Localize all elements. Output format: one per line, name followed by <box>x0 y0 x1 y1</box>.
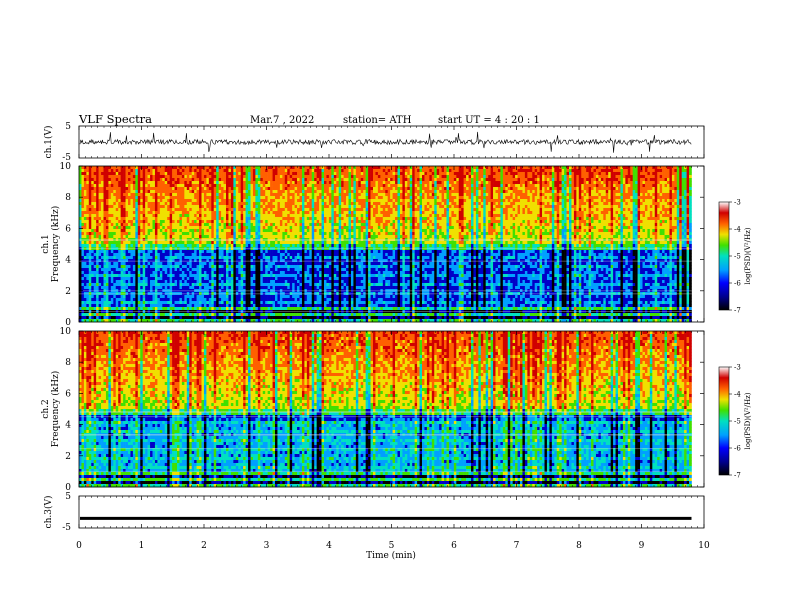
ch1-spec-ytick: 6 <box>65 224 71 234</box>
time-axis-tick-label: 2 <box>201 541 207 551</box>
ch1-colorbar-tick: -6 <box>734 280 741 288</box>
ch1-colorbar <box>718 201 730 311</box>
ch3-wave-ytick-bottom: -5 <box>62 523 71 533</box>
ch2-spec-ytick: 0 <box>65 483 71 493</box>
time-axis-tick-label: 7 <box>514 541 520 551</box>
time-axis-tick-label: 5 <box>389 541 395 551</box>
time-axis-labels: 0 1 2 3 4 5 6 7 8 9 10 <box>76 541 710 551</box>
ch1-spec-ytick: 10 <box>60 162 72 172</box>
ch2-spec-ytick: 6 <box>65 389 71 399</box>
ch3-wave-ylabel: ch.3(V) <box>43 496 54 529</box>
ch2-colorbar <box>718 366 730 476</box>
ch2-spec-ylabel-channel: ch.2 <box>41 399 51 418</box>
ch2-colorbar-tick: -7 <box>734 472 741 480</box>
ch1-wave-ytick-bottom: -5 <box>62 153 71 163</box>
date-label: Mar.7 , 2022 <box>250 115 314 126</box>
ch2-colorbar-tick: -5 <box>734 418 741 426</box>
ch1-colorbar-tick: -3 <box>734 199 741 207</box>
ch1-spec-ylabel-channel: ch.1 <box>41 234 51 253</box>
ch2-colorbar-tick: -3 <box>734 364 741 372</box>
station-label: station= ATH <box>343 115 412 126</box>
ch1-spectrogram-image <box>79 166 692 323</box>
ch2-spec-ytick: 2 <box>65 452 71 462</box>
ch3-waveform-panel: 5 -5 ch.3(V) <box>43 492 705 533</box>
ch1-colorbar-tick: -7 <box>734 307 741 315</box>
ch1-spec-ytick: 2 <box>65 287 71 297</box>
ch1-wave-ytick-top: 5 <box>65 122 71 132</box>
time-axis-ticks <box>78 126 705 528</box>
ch1-spec-ytick: 4 <box>65 256 71 266</box>
time-axis-tick-label: 0 <box>76 541 82 551</box>
ch2-spectrogram-image <box>79 331 692 488</box>
ch1-colorbar-tick: -4 <box>734 226 741 234</box>
ch3-wave-ytick-top: 5 <box>65 492 71 502</box>
ch2-colorbar-label: log(PSD)(V²/Hz) <box>744 392 752 449</box>
ch1-spec-ytick: 0 <box>65 318 71 328</box>
figure-title: VLF Spectra <box>78 112 152 126</box>
time-axis-tick-label: 10 <box>698 541 710 551</box>
time-axis-title: Time (min) <box>366 550 416 561</box>
ch1-colorbar-label: log(PSD)(V²/Hz) <box>744 227 752 284</box>
ch1-colorbar-tick: -5 <box>734 253 741 261</box>
time-axis-tick-label: 4 <box>326 541 332 551</box>
ch2-spec-ytick: 4 <box>65 421 71 431</box>
ch1-spec-ytick: 8 <box>65 193 71 203</box>
time-axis-tick-label: 3 <box>264 541 270 551</box>
ch1-wave-ylabel: ch.1(V) <box>43 126 54 159</box>
time-axis-tick-label: 6 <box>451 541 457 551</box>
ch2-spec-ytick: 8 <box>65 358 71 368</box>
ch2-colorbar-tick: -6 <box>734 445 741 453</box>
ch1-spec-ylabel-frequency: Frequency (kHz) <box>50 206 61 283</box>
ch2-spec-ylabel-frequency: Frequency (kHz) <box>50 371 61 448</box>
time-axis-tick-label: 9 <box>639 541 645 551</box>
time-axis-tick-label: 1 <box>139 541 145 551</box>
time-axis-tick-label: 8 <box>576 541 582 551</box>
start-ut-label: start UT = 4 : 20 : 1 <box>438 115 540 126</box>
ch2-colorbar-tick: -4 <box>734 391 741 399</box>
ch1-waveform-line <box>79 131 692 153</box>
ch2-spec-ytick: 10 <box>60 327 72 337</box>
ch1-waveform-panel: 5 -5 ch.1(V) <box>43 122 705 163</box>
